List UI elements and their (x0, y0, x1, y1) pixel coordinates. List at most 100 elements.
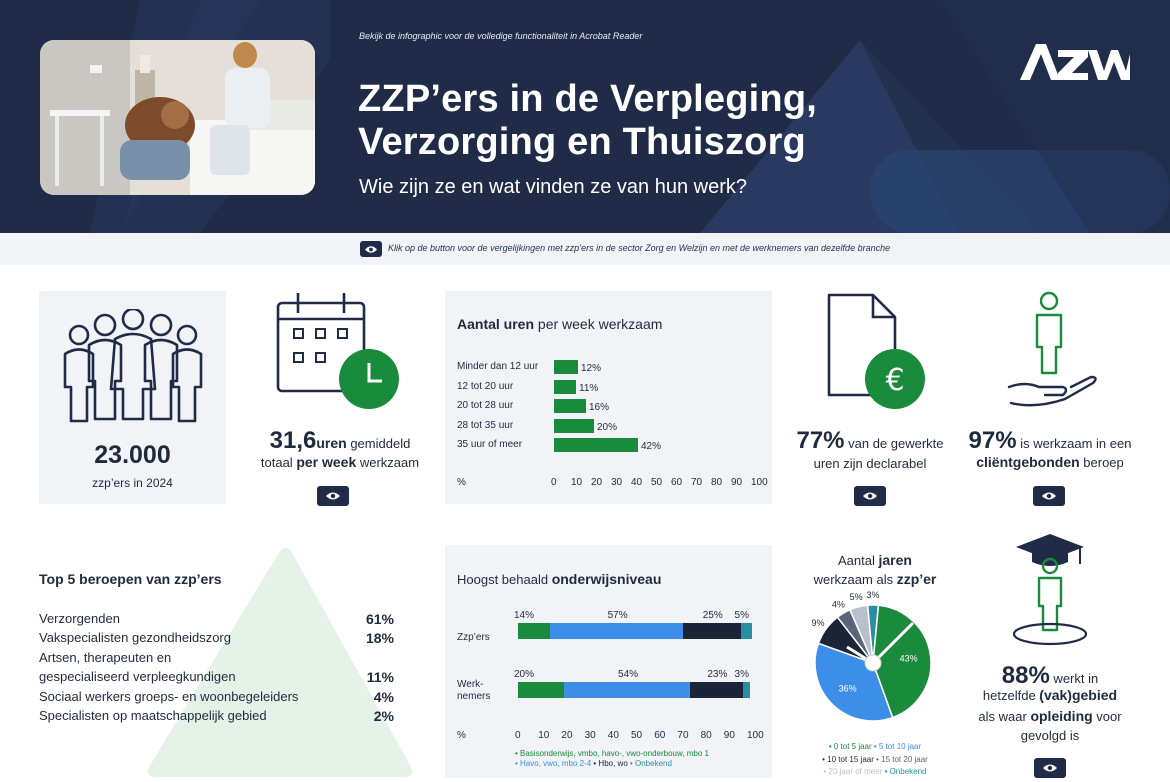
top5-item: Verzorgenden 61% (39, 611, 394, 627)
hours-value-label: 11% (579, 382, 599, 394)
stat-client-line2: cliëntgebonden beroep (976, 454, 1124, 470)
hours-axis-tick: 100 (751, 477, 768, 488)
page-title: ZZP’ers in de Verpleging, Verzorging en … (358, 78, 817, 163)
education-axis-tick: 50 (631, 730, 643, 741)
education-axis-tick: 0 (515, 730, 521, 741)
top5-item: Artsen, therapeuten en gespecialiseerd v… (39, 650, 394, 685)
pie-value-label: 4% (832, 599, 845, 609)
hours-bar (554, 360, 578, 374)
stat-hours-line1: 31,6uren gemiddeld (269, 427, 411, 454)
education-bar-segment (689, 682, 744, 698)
hours-chart-title: Aantal uren per week werkzaam (457, 316, 663, 332)
education-bar-segment (682, 623, 741, 639)
compare-button-hours[interactable] (317, 486, 349, 506)
hours-axis-unit: % (457, 477, 466, 488)
stat-declarable-line1: 77% van de gewerkte (796, 427, 944, 454)
stat-zzpers-label: zzp’ers in 2024 (92, 476, 173, 490)
education-axis-tick: 60 (654, 730, 666, 741)
education-bar-segment (564, 682, 690, 698)
hours-category-label: 35 uur of meer (457, 439, 523, 450)
stat-field-line3: als waar opleiding voor (978, 708, 1122, 724)
pie-value-label: 9% (811, 618, 824, 628)
pie-value-label: 36% (839, 683, 857, 693)
hours-category-label: 28 tot 35 uur (457, 419, 514, 431)
eye-icon (1042, 492, 1056, 500)
education-bar-segment (550, 623, 683, 639)
pie-center (864, 654, 882, 672)
education-row-label: Werk-nemers (457, 679, 491, 702)
education-value-label: 54% (618, 669, 639, 680)
education-axis-tick: 80 (700, 730, 712, 741)
hours-category-label: 12 tot 20 uur (457, 380, 514, 392)
pie-value-label: 43% (900, 653, 918, 663)
hours-chart-card: Aantal uren per week werkzaam Minder dan… (445, 291, 772, 504)
svg-text:€: € (885, 363, 904, 398)
hours-value-label: 12% (581, 363, 602, 374)
education-chart-title: Hoogst behaald onderwijsniveau (457, 571, 662, 587)
stat-hours: 31,6uren gemiddeld totaal per week werkz… (240, 291, 440, 511)
education-value-label: 14% (514, 610, 535, 621)
hours-axis-tick: 90 (731, 477, 743, 488)
header-photo (40, 40, 315, 195)
education-value-label: 20% (514, 669, 535, 680)
stat-zzpers-number: 23.000 (94, 441, 171, 469)
education-row-label: Zzp’ers (457, 632, 490, 643)
top5-item: Sociaal werkers groeps- en woonbegeleide… (39, 689, 394, 705)
stat-hours-line2: totaal per week werkzaam (260, 454, 420, 470)
hours-axis-tick: 50 (651, 477, 663, 488)
stat-field: 88% werkt in hetzelfde (vak)gebied als w… (960, 530, 1140, 782)
education-bar-segment (740, 623, 753, 639)
compare-button-field[interactable] (1034, 758, 1066, 778)
compare-button-client[interactable] (1033, 486, 1065, 506)
hours-value-label: 42% (641, 441, 662, 452)
education-axis-tick: 100 (747, 730, 764, 741)
hours-axis-tick: 80 (711, 477, 723, 488)
education-bar-segment (518, 623, 551, 639)
stat-client-line1: 97% is werkzaam in een (968, 427, 1132, 454)
years-pie-chart: 3% 43% 36% 9% 4% 5% (811, 590, 932, 722)
hours-category-label: Minder dan 12 uur (457, 361, 539, 372)
hours-axis-tick: 30 (611, 477, 623, 488)
pie-value-label: 5% (850, 592, 863, 602)
pie-slice (814, 642, 894, 722)
hours-bar (554, 438, 638, 452)
top5-item: Specialisten op maatschappelijk gebied 2% (39, 708, 394, 724)
hours-axis-tick: 20 (591, 477, 603, 488)
stat-card-zzpers: 23.000 zzp’ers in 2024 (39, 291, 226, 504)
education-axis-tick: 70 (677, 730, 689, 741)
compare-button-declarable[interactable] (854, 486, 886, 506)
education-axis-unit: % (457, 730, 466, 741)
people-group-icon (63, 309, 203, 423)
acrobat-notice: Bekijk de infographic voor de volledige … (359, 31, 643, 41)
education-bar-segment (518, 682, 565, 698)
hours-bar (554, 418, 594, 433)
hours-axis-tick: 40 (631, 477, 643, 488)
education-chart-card: Hoogst behaald onderwijsniveau Zzp’ers W… (445, 545, 772, 778)
eye-icon (1043, 764, 1057, 772)
stat-declarable-line2: uren zijn declarabel (813, 456, 927, 471)
education-axis-tick: 90 (723, 730, 735, 741)
stat-field-line1: 88% werkt in (1001, 662, 1099, 689)
education-value-label: 5% (734, 610, 749, 621)
graduate-icon (1012, 534, 1088, 646)
education-value-label: 23% (707, 669, 728, 680)
years-pie-title: Aantal jaren werkzaam als zzp’er (813, 552, 937, 587)
eye-icon (326, 492, 340, 500)
decorative-triangle (148, 548, 412, 777)
education-axis-tick: 40 (607, 730, 619, 741)
education-value-label: 57% (607, 610, 628, 621)
info-bar-text: Klik op de button voor de vergelijkingen… (388, 243, 891, 253)
header-banner: Bekijk de infographic voor de volledige … (0, 0, 1170, 233)
education-value-label: 3% (734, 669, 749, 680)
stat-field-line2: hetzelfde (vak)gebied (982, 687, 1118, 703)
pie-value-label: 3% (866, 590, 879, 600)
info-bar: Klik op de button voor de vergelijkingen… (0, 233, 1170, 265)
clock-hand (871, 621, 915, 665)
top5-item: Vakspecialisten gezondheidszorg 18% (39, 630, 394, 646)
hours-axis-tick: 0 (551, 477, 557, 488)
hours-axis-tick: 70 (691, 477, 703, 488)
education-axis-tick: 10 (538, 730, 550, 741)
calendar-clock-icon (276, 293, 399, 409)
hours-category-label: 20 tot 28 uur (457, 400, 514, 411)
azw-logo (1018, 40, 1130, 87)
